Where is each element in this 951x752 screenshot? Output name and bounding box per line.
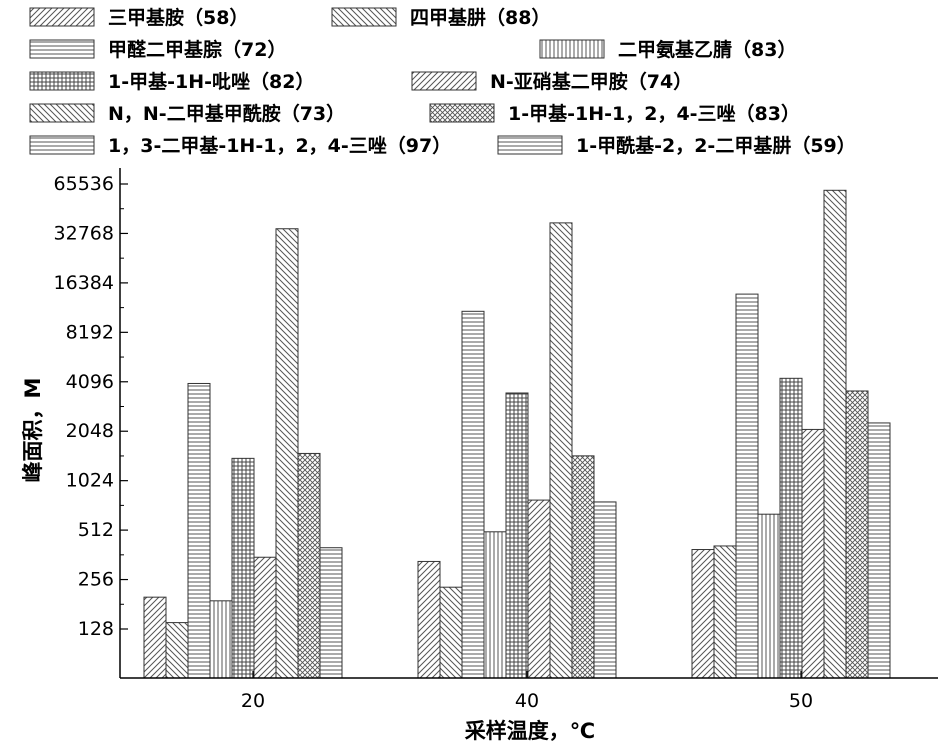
bar bbox=[209, 600, 233, 679]
bar bbox=[319, 547, 343, 679]
legend-label: N-亚硝基二甲胺（74） bbox=[490, 70, 692, 93]
bar bbox=[801, 428, 825, 679]
legend-label: 二甲氨基乙腈（83） bbox=[618, 38, 796, 61]
bar bbox=[417, 560, 441, 679]
legend-swatch bbox=[497, 135, 563, 155]
y-tick-label: 128 bbox=[78, 618, 114, 640]
x-tick-label: 50 bbox=[789, 690, 813, 712]
bar bbox=[549, 222, 573, 679]
legend-swatch bbox=[29, 7, 95, 27]
legend-label: 1，3-二甲基-1H-1，2，4-三唑（97） bbox=[108, 134, 451, 157]
bar bbox=[713, 545, 737, 679]
legend-swatch bbox=[29, 103, 95, 123]
bar bbox=[253, 556, 277, 679]
legend-label: 甲醛二甲基腙（72） bbox=[108, 38, 286, 61]
bars bbox=[143, 189, 891, 679]
bar bbox=[297, 452, 321, 679]
bar bbox=[231, 457, 255, 679]
legend-label: 1-甲基-1H-1，2，4-三唑（83） bbox=[508, 102, 800, 125]
legend-swatch bbox=[331, 7, 397, 27]
bar bbox=[483, 531, 507, 679]
y-tick-label: 4096 bbox=[66, 371, 114, 393]
legend-swatch bbox=[29, 71, 95, 91]
bar bbox=[143, 596, 167, 679]
y-tick-label: 256 bbox=[78, 569, 114, 591]
bar bbox=[275, 228, 299, 679]
bar bbox=[779, 377, 803, 679]
axes: 128 256 512 1024 2048 4096 8192 16384 32768 65536… bbox=[54, 168, 938, 712]
legend-label: 三甲基胺（58） bbox=[108, 6, 248, 29]
bar bbox=[691, 549, 715, 679]
x-tick-label: 20 bbox=[241, 690, 265, 712]
bar bbox=[461, 310, 485, 679]
legend-label: N，N-二甲基甲酰胺（73） bbox=[108, 102, 345, 125]
bar bbox=[571, 455, 595, 679]
bar bbox=[505, 392, 529, 679]
legend-swatch bbox=[429, 103, 495, 123]
legend: 三甲基胺（58） 四甲基肼（88） 甲醛二甲基腙（72） 二甲氨基乙腈（83） 1-甲基… bbox=[29, 6, 856, 157]
legend-swatch bbox=[539, 39, 605, 59]
legend-swatch bbox=[29, 39, 95, 59]
y-tick-label: 8192 bbox=[66, 321, 114, 343]
bar bbox=[165, 622, 189, 679]
y-axis-title: 峰面积，M bbox=[21, 378, 45, 483]
bar bbox=[527, 499, 551, 679]
x-axis-title: 采样温度，℃ bbox=[465, 719, 595, 743]
y-tick-label: 16384 bbox=[54, 272, 114, 294]
bar bbox=[187, 382, 211, 679]
y-tick-label: 65536 bbox=[54, 173, 114, 195]
y-tick-label: 1024 bbox=[66, 470, 114, 492]
legend-label: 1-甲基-1H-吡唑（82） bbox=[108, 70, 314, 93]
legend-label: 四甲基肼（88） bbox=[410, 6, 550, 29]
legend-label: 1-甲酰基-2，2-二甲基肼（59） bbox=[576, 134, 856, 157]
bar bbox=[823, 189, 847, 679]
bar bbox=[845, 390, 869, 679]
bar bbox=[439, 586, 463, 679]
bar bbox=[735, 293, 759, 679]
x-tick-label: 40 bbox=[515, 690, 539, 712]
y-tick-label: 32768 bbox=[54, 222, 114, 244]
legend-swatch bbox=[29, 135, 95, 155]
legend-swatch bbox=[411, 71, 477, 91]
bar bbox=[867, 422, 891, 679]
bar bbox=[757, 513, 781, 679]
y-tick-label: 2048 bbox=[66, 420, 114, 442]
y-tick-label: 512 bbox=[78, 519, 114, 541]
bar bbox=[593, 501, 617, 679]
